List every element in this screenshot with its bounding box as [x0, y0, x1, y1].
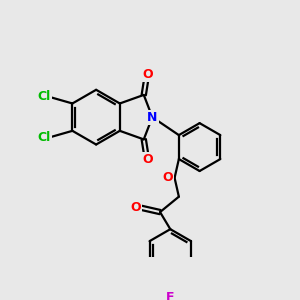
Text: O: O — [143, 68, 153, 81]
Text: Cl: Cl — [38, 90, 51, 103]
Text: F: F — [166, 291, 175, 300]
Text: Cl: Cl — [38, 131, 51, 144]
Text: O: O — [143, 153, 153, 167]
Text: O: O — [130, 201, 141, 214]
Text: N: N — [147, 111, 158, 124]
Text: O: O — [162, 171, 173, 184]
